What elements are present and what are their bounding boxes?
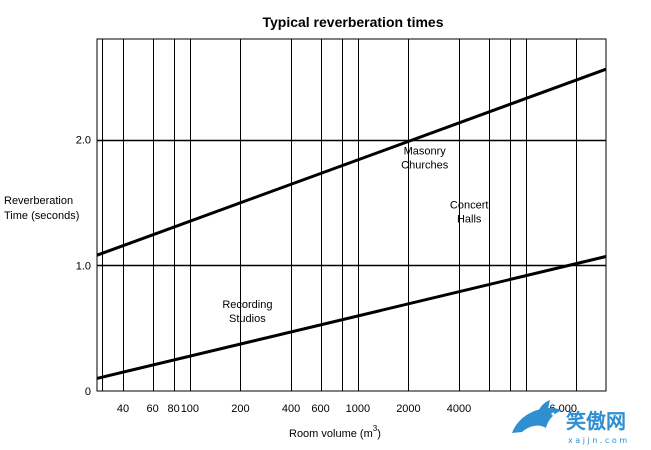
- x-tick-labels: 40 60 80 100 200 400 600 1000 2000 4000 16 000: [117, 403, 577, 415]
- chart-title: Typical reverberation times: [262, 14, 443, 30]
- x-tick-label: 40: [117, 403, 129, 415]
- annotation-3: Recording Studios: [222, 299, 272, 325]
- y-tick-label: 1.0: [76, 260, 91, 272]
- y-axis-label-line-2: Time (seconds): [4, 210, 79, 222]
- x-tick-label: 600: [311, 403, 329, 415]
- x-axis-label-main: Room volume (m: [289, 428, 373, 440]
- series-group: [96, 67, 607, 380]
- annotation-1: Masonry Churches: [401, 146, 449, 172]
- annotation-line: Churches: [401, 160, 449, 172]
- annotation-line: Studios: [229, 313, 266, 325]
- x-tick-label: 100: [181, 403, 199, 415]
- grid-lines: [97, 39, 606, 391]
- x-tick-label: 80: [167, 403, 179, 415]
- watermark: 笑傲网 x a j j n . c o m: [512, 400, 627, 445]
- x-axis-label: Room volume (m3): [289, 424, 381, 440]
- x-tick-label: 60: [146, 403, 158, 415]
- x-tick-label: 4000: [447, 403, 471, 415]
- series-line-1: [96, 67, 607, 257]
- y-tick-label: 2.0: [76, 135, 91, 147]
- y-axis-label-line-1: Reverberation: [4, 195, 73, 207]
- watermark-text: 笑傲网: [566, 409, 626, 433]
- shark-logo-icon: [512, 400, 562, 433]
- plot-frame: [96, 38, 607, 392]
- x-tick-label: 400: [282, 403, 300, 415]
- annotation-2: Concert Halls: [450, 200, 489, 226]
- x-tick-label: 1000: [346, 403, 370, 415]
- x-axis-label-close: ): [377, 428, 381, 440]
- y-tick-label: 0: [85, 386, 91, 398]
- series-line-2: [96, 255, 607, 380]
- x-axis-label-superscript: 3: [373, 424, 378, 433]
- annotation-line: Masonry: [404, 146, 447, 158]
- x-tick-label: 200: [231, 403, 249, 415]
- annotations: Masonry Churches Concert Halls Recording Stud…: [222, 146, 488, 325]
- x-tick-label: 2000: [396, 403, 420, 415]
- y-tick-labels: 0 1.0 2.0: [76, 135, 91, 398]
- watermark-subtext: x a j j n . c o m: [568, 436, 627, 445]
- annotation-line: Recording: [222, 299, 272, 311]
- annotation-line: Concert: [450, 200, 489, 212]
- annotation-line: Halls: [457, 214, 482, 226]
